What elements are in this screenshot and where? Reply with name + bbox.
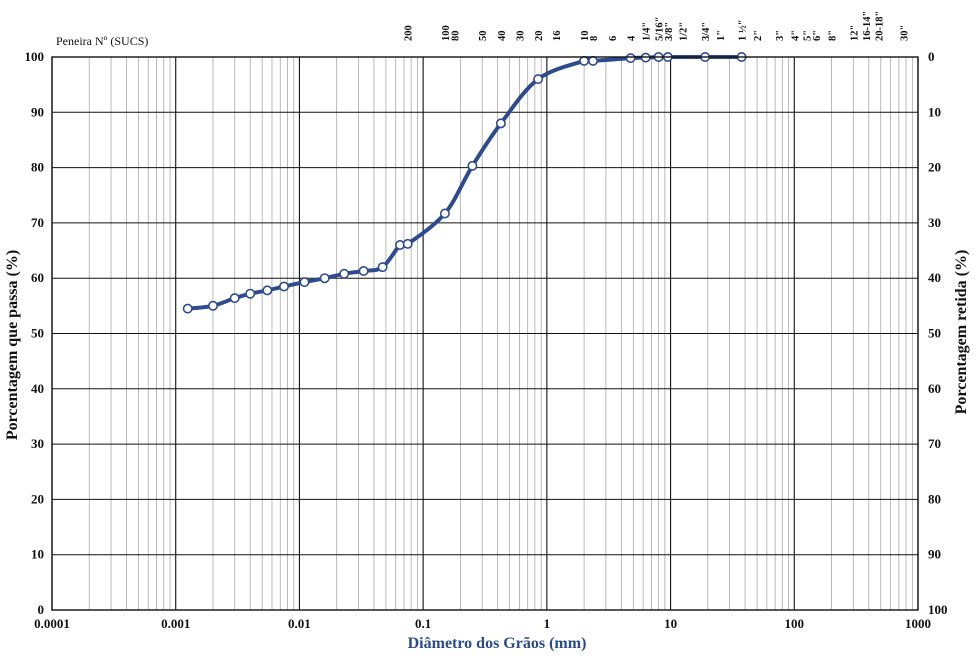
x-tick-label: 0.01 [288,616,311,631]
data-point [533,74,544,85]
y-tick-label: 90 [31,104,44,119]
sieve-label: 5/16" [655,17,666,42]
sieve-label: 3/4" [701,22,712,41]
data-point [208,300,219,311]
sieve-label: 1/4" [642,22,653,41]
data-point [467,160,478,171]
sieve-label: 50 [478,31,489,42]
sieve-label: 3" [775,30,786,41]
y-right-tick-label: 20 [928,160,941,175]
data-point [182,303,193,314]
y-tick-label: 80 [31,160,44,175]
sieve-label: 5" [802,30,813,41]
sieve-label: 3/8" [664,22,675,41]
y-right-tick-label: 80 [928,491,941,506]
sieve-label: 10 [580,31,591,42]
sieve-label: 20 [534,31,545,42]
sieve-label: 1 ½" [738,19,749,41]
plot-frame [51,56,919,611]
sieve-label: 16 [552,31,563,42]
data-point [587,55,598,66]
sieve-label: 8" [828,30,839,41]
sieve-label: 12" [849,25,860,41]
y-right-tick-label: 30 [928,215,941,230]
x-tick-label: 10 [664,616,677,631]
x-tick-label: 0.0001 [34,616,70,631]
x-tick-label: 0.1 [415,616,431,631]
x-tick-label: 1000 [905,616,931,631]
y-axis-title-left: Porcentagem que passa (%) [4,250,21,440]
sieve-label: 20-18" [875,11,886,41]
y-tick-label: 50 [31,326,44,341]
y-tick-label: 40 [31,381,44,396]
label-layer: 0102030405060708090100100908070605040302… [25,11,948,631]
y-tick-label: 100 [25,49,45,64]
sieve-label: 16-14" [862,11,873,41]
y-right-tick-label: 90 [928,547,941,562]
sieve-label: 8 [589,36,600,41]
sieve-label: 30 [515,31,526,42]
sieve-label: 4" [790,30,801,41]
sieve-label: 40 [497,31,508,42]
grid-layer [51,56,919,611]
y-right-tick-label: 70 [928,436,941,451]
sieve-label: 1/2" [679,22,690,41]
data-point [439,208,450,219]
sieve-label: 6" [812,30,823,41]
y-tick-label: 60 [31,270,44,285]
data-point [299,277,310,288]
y-right-tick-label: 100 [928,602,948,617]
sieve-label: 1" [716,30,727,41]
y-axis-title-right: Porcentagem retida (%) [953,250,970,415]
sieve-header: Peneira Nº (SUCS) [56,34,148,48]
data-point [358,265,369,276]
y-tick-label: 10 [31,547,44,562]
sieve-label: 80 [451,31,462,42]
y-tick-label: 0 [38,602,45,617]
data-point [579,55,590,66]
sieve-label: 6 [608,36,619,41]
data-point [402,238,413,249]
y-tick-label: 70 [31,215,44,230]
data-point [625,53,636,64]
y-right-tick-label: 50 [928,326,941,341]
x-tick-label: 100 [785,616,805,631]
y-right-tick-label: 40 [928,270,941,285]
y-tick-label: 20 [31,491,44,506]
data-point [262,285,273,296]
y-right-tick-label: 0 [928,49,935,64]
data-point [278,281,289,292]
x-tick-label: 0.001 [161,616,190,631]
x-tick-label: 1 [544,616,551,631]
data-point [495,118,506,129]
sieve-label: 30" [899,25,910,41]
sieve-label: 200 [404,25,415,41]
curve-layer [182,51,747,314]
data-point [377,262,388,273]
data-point [319,273,330,284]
sieve-label: 100 [441,25,452,41]
sieve-label: 2" [753,30,764,41]
data-point [229,293,240,304]
data-point [339,268,350,279]
sieve-label: 4 [627,35,638,41]
data-point [245,288,256,299]
y-right-tick-label: 60 [928,381,941,396]
y-tick-label: 30 [31,436,44,451]
y-right-tick-label: 10 [928,104,941,119]
x-axis-title: Diâmetro dos Grãos (mm) [408,635,587,652]
